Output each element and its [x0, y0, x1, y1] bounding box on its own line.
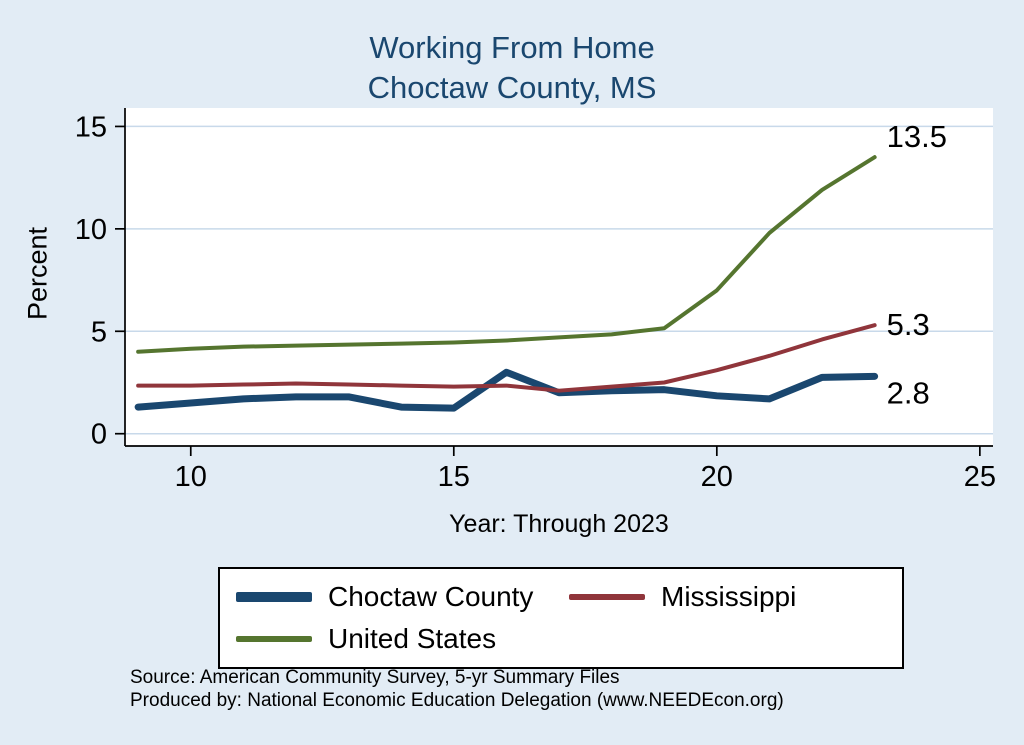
legend-item-choctaw-county: Choctaw County: [236, 581, 569, 613]
series-line-united-states: [136, 155, 877, 354]
legend: Choctaw County Mississippi United States: [218, 567, 904, 669]
y-tick-label: 5: [91, 316, 107, 348]
legend-label-united-states: United States: [328, 623, 497, 654]
y-tick-label: 15: [75, 111, 107, 143]
legend-label-mississippi: Mississippi: [661, 581, 797, 612]
end-label-united-states: 13.5: [887, 119, 947, 154]
x-tick-label: 10: [175, 461, 207, 493]
x-tick-label: 25: [964, 461, 996, 493]
y-tick-label: 0: [91, 419, 107, 451]
end-label-choctaw-county: 2.8: [887, 375, 930, 410]
mississippi-line-swatch: [569, 594, 645, 600]
source-note: Source: American Community Survey, 5-yr …: [130, 667, 620, 688]
series-line-mississippi: [136, 323, 877, 393]
produced-note: Produced by: National Economic Education…: [130, 690, 784, 711]
united-states-line-swatch: [236, 636, 312, 642]
end-label-mississippi: 5.3: [887, 307, 930, 342]
legend-item-mississippi: Mississippi: [569, 581, 902, 613]
legend-item-united-states: United States: [236, 623, 569, 655]
x-tick-label: 20: [701, 461, 733, 493]
series-line-choctaw-county: [134, 368, 879, 412]
chart-title: Working From Home Choctaw County, MS: [0, 28, 1024, 108]
chart-title-line1: Working From Home: [369, 30, 655, 65]
footer-notes: Source: American Community Survey, 5-yr …: [130, 666, 784, 712]
x-tick-label: 15: [438, 461, 470, 493]
y-tick-label: 10: [75, 214, 107, 246]
choctaw-county-line-swatch: [236, 592, 312, 602]
chart-title-line2: Choctaw County, MS: [367, 70, 657, 105]
x-axis-label: Year: Through 2023: [449, 510, 669, 538]
legend-label-choctaw-county: Choctaw County: [328, 581, 534, 612]
